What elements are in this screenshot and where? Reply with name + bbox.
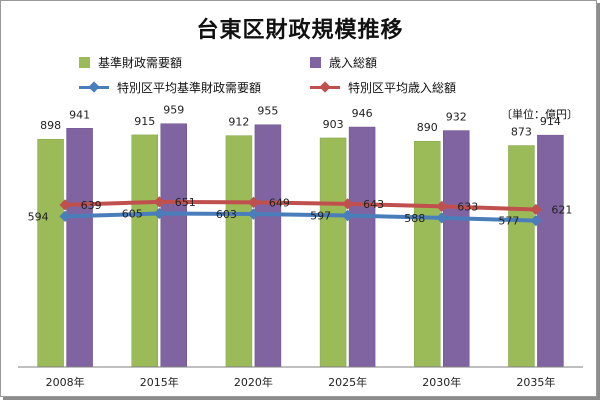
legend-swatch-rev	[310, 57, 321, 68]
legend-label-avg-need: 特別区平均基準財政需要額	[117, 81, 262, 95]
line-avg-revenue-label: 643	[363, 198, 384, 211]
line-avg-need-label: 597	[310, 210, 331, 223]
x-tick-label: 2008年	[46, 375, 85, 389]
bar-revenue-label: 955	[257, 105, 278, 118]
legend-label-need: 基準財政需要額	[98, 56, 183, 70]
line-avg-need	[65, 211, 536, 223]
line-avg-revenue-label: 633	[457, 200, 478, 213]
marker-avg-revenue	[436, 200, 448, 213]
marker-avg-need	[436, 212, 448, 224]
line-avg-revenue-label: 621	[551, 203, 572, 216]
bar-need-label: 873	[511, 126, 532, 139]
line-avg-revenue-label: 649	[269, 196, 290, 209]
legend-item-rev: 歳入総額	[310, 54, 377, 71]
marker-avg-revenue	[341, 198, 354, 210]
bar-need-label: 890	[417, 121, 438, 134]
x-tick-label: 2030年	[422, 375, 461, 389]
bar-revenue-label: 932	[446, 111, 467, 124]
marker-avg-need	[247, 208, 260, 220]
bar-need	[131, 134, 158, 368]
line-avg-need-label: 605	[122, 208, 143, 221]
marker-avg-revenue	[530, 203, 542, 216]
x-tick-label: 2015年	[140, 375, 179, 389]
bar-revenue-label: 941	[69, 108, 90, 121]
bar-revenue	[254, 124, 282, 368]
marker-avg-need	[153, 207, 165, 220]
bar-revenue	[160, 123, 187, 368]
bar-need	[319, 137, 347, 368]
line-avg-revenue-label: 639	[81, 199, 102, 212]
legend-item-need: 基準財政需要額	[79, 54, 182, 71]
line-avg-need-label: 603	[216, 208, 237, 221]
bar-revenue-label: 959	[163, 104, 184, 117]
bar-revenue	[537, 134, 564, 368]
bar-need-label: 898	[40, 119, 61, 132]
marker-avg-need	[530, 214, 542, 227]
bar-need	[225, 135, 253, 368]
bar-revenue	[348, 126, 376, 368]
legend-item-avg-rev: 特別区平均歳入総額	[310, 79, 456, 96]
bar-revenue	[443, 130, 470, 368]
legend-line-avg-rev	[310, 81, 340, 93]
line-avg-revenue	[65, 199, 536, 212]
line-avg-revenue-label: 651	[175, 196, 196, 209]
bar-need-label: 915	[134, 115, 155, 128]
line-avg-need-label: 588	[404, 212, 425, 225]
legend-label-avg-rev: 特別区平均歳入総額	[348, 81, 457, 95]
x-tick-label: 2020年	[234, 375, 273, 389]
marker-avg-revenue	[247, 196, 260, 209]
legend-item-avg-need: 特別区平均基準財政需要額	[79, 79, 261, 96]
bar-need	[414, 140, 441, 368]
line-avg-need-label: 577	[498, 215, 519, 228]
legend-label-rev: 歳入総額	[329, 56, 378, 70]
legend-swatch-need	[79, 57, 90, 68]
marker-avg-need	[341, 209, 354, 222]
chart-title: 台東区財政規模推移	[196, 18, 404, 43]
bar-need	[508, 145, 535, 368]
line-avg-need-label: 594	[28, 210, 49, 223]
marker-avg-revenue	[153, 196, 165, 208]
bar-revenue-label: 914	[540, 115, 561, 128]
bar-revenue	[66, 128, 93, 368]
legend-line-avg-need	[79, 81, 109, 93]
x-tick-label: 2025年	[328, 375, 367, 389]
x-tick-label: 2035年	[516, 375, 555, 389]
bar-need	[37, 138, 64, 368]
bar-need-label: 912	[228, 116, 249, 129]
unit-label: 〔単位：億円〕	[501, 108, 578, 121]
bar-need-label: 903	[323, 118, 344, 131]
bar-revenue-label: 946	[352, 107, 373, 120]
